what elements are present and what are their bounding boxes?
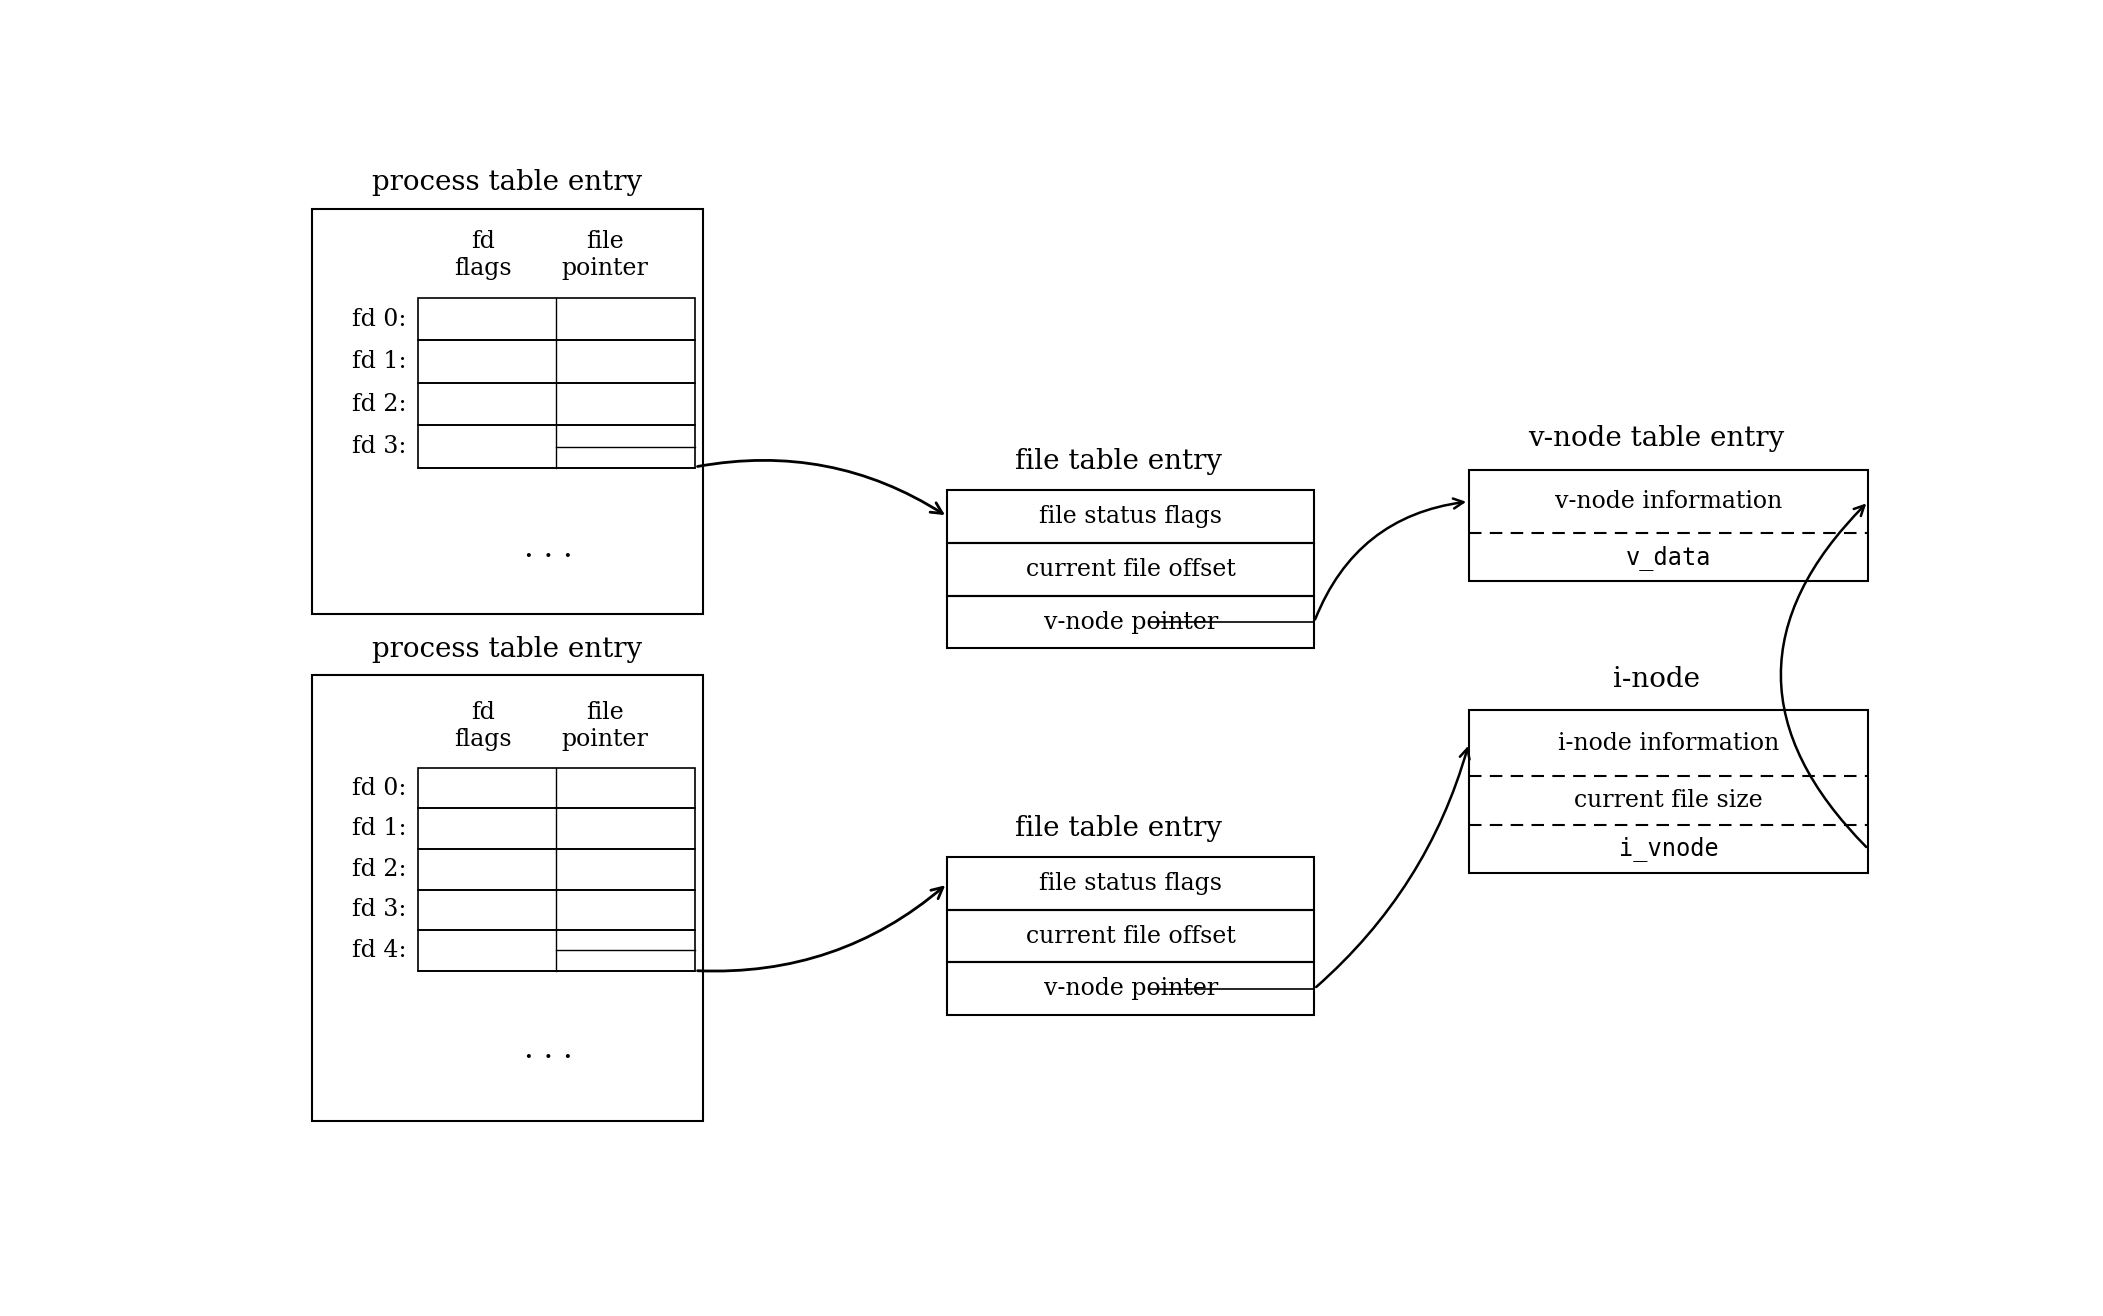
Text: fd 3:: fd 3: xyxy=(351,436,406,458)
Bar xyxy=(946,909,1314,962)
Bar xyxy=(418,849,694,890)
Text: fd 1:: fd 1: xyxy=(351,350,406,374)
Text: . . .: . . . xyxy=(524,1034,572,1065)
Text: file
pointer: file pointer xyxy=(562,701,648,750)
Bar xyxy=(946,544,1314,596)
Text: v-node pointer: v-node pointer xyxy=(1043,978,1218,1000)
Text: current file offset: current file offset xyxy=(1026,925,1237,948)
Bar xyxy=(418,341,694,383)
Bar xyxy=(946,596,1314,649)
Text: fd 0:: fd 0: xyxy=(351,776,406,800)
Text: fd
flags: fd flags xyxy=(454,701,511,750)
Text: v-node pointer: v-node pointer xyxy=(1043,611,1218,633)
Bar xyxy=(418,769,694,808)
Text: file status flags: file status flags xyxy=(1039,505,1222,528)
Text: process table entry: process table entry xyxy=(372,170,641,196)
Bar xyxy=(418,425,694,468)
Bar xyxy=(1468,711,1867,874)
Bar xyxy=(418,808,694,849)
Text: fd 1:: fd 1: xyxy=(351,817,406,840)
Bar xyxy=(311,208,702,613)
Text: file
pointer: file pointer xyxy=(562,230,648,279)
Text: i-node information: i-node information xyxy=(1558,732,1779,754)
Text: file status flags: file status flags xyxy=(1039,873,1222,895)
Text: . . .: . . . xyxy=(524,533,572,563)
Text: process table entry: process table entry xyxy=(372,636,641,662)
Bar xyxy=(1468,470,1867,582)
Text: v_data: v_data xyxy=(1626,545,1712,570)
Text: fd 2:: fd 2: xyxy=(351,392,406,416)
Text: fd 3:: fd 3: xyxy=(351,899,406,921)
Bar xyxy=(418,890,694,930)
Text: v-node table entry: v-node table entry xyxy=(1529,425,1785,451)
Text: current file size: current file size xyxy=(1575,788,1762,812)
Text: i-node: i-node xyxy=(1613,666,1699,694)
Bar xyxy=(418,383,694,425)
Text: file table entry: file table entry xyxy=(1016,815,1222,842)
Text: i_vnode: i_vnode xyxy=(1619,837,1718,862)
Text: fd 4:: fd 4: xyxy=(351,938,406,962)
Bar xyxy=(418,297,694,341)
Text: fd 2:: fd 2: xyxy=(351,858,406,880)
Bar xyxy=(946,857,1314,909)
Text: fd 0:: fd 0: xyxy=(351,308,406,330)
Bar xyxy=(946,962,1314,1015)
Text: v-node information: v-node information xyxy=(1554,490,1781,513)
Text: file table entry: file table entry xyxy=(1016,447,1222,475)
Text: current file offset: current file offset xyxy=(1026,558,1237,580)
Bar xyxy=(311,675,702,1121)
Bar xyxy=(418,930,694,971)
Bar xyxy=(946,491,1314,544)
Text: fd
flags: fd flags xyxy=(454,230,511,279)
